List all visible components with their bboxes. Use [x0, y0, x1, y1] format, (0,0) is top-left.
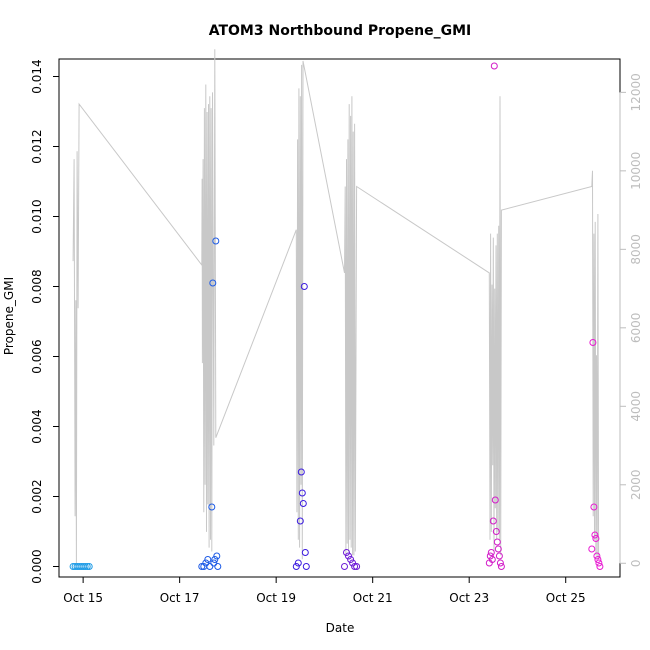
propene-point [198, 563, 206, 570]
propene-point [490, 62, 498, 70]
x-tick-label: Oct 21 [353, 591, 393, 605]
propene-point [592, 535, 600, 542]
y-tick-label: 0.008 [30, 269, 44, 303]
propene-point [292, 563, 300, 570]
propene-point [202, 559, 210, 567]
y2-tick-label: 2000 [629, 470, 643, 501]
propene-point [593, 552, 601, 560]
x-tick-label: Oct 19 [256, 591, 296, 605]
y-tick-label: 0.006 [30, 339, 44, 373]
propene-point [302, 563, 310, 570]
altitude-line-group [72, 49, 600, 564]
propene-point [351, 563, 359, 570]
plot-frame [58, 58, 621, 578]
propene-point [590, 503, 598, 511]
propene-point [491, 496, 499, 504]
propene-point [353, 563, 361, 570]
propene-point [210, 559, 218, 567]
propene-point [212, 237, 220, 245]
x-tick-label: Oct 17 [160, 591, 200, 605]
propene-point [213, 552, 221, 560]
propene-point [588, 545, 596, 553]
y-tick-label: 0.014 [30, 59, 44, 93]
x-tick-label: Oct 25 [546, 591, 586, 605]
y-tick-label: 0.012 [30, 129, 44, 163]
y-axis-label: Propene_GMI [2, 277, 16, 355]
propene-point [343, 549, 350, 556]
propene-point [214, 563, 222, 570]
y2-tick-label: 0 [629, 559, 643, 567]
propene-point [347, 556, 355, 563]
propene-point [497, 563, 505, 570]
propene-point [493, 538, 501, 546]
x-tick-label: Oct 15 [63, 591, 103, 605]
propene-point [204, 556, 212, 563]
propene-point [296, 517, 304, 525]
propene-points-group [69, 62, 604, 570]
propene-point [297, 468, 305, 476]
y2-tick-label: 6000 [629, 313, 643, 344]
propene-point [488, 556, 496, 563]
propene-point [299, 500, 307, 507]
propene-point [294, 559, 302, 567]
propene-point [495, 552, 503, 560]
x-axis: Oct 15 Oct 17 Oct 19 Oct 21 Oct 23 Oct 25 [63, 576, 586, 605]
propene-point [300, 283, 308, 290]
y-tick-label: 0.004 [30, 409, 44, 443]
propene-point [349, 559, 357, 567]
y-tick-label: 0.002 [30, 479, 44, 513]
propene-point [298, 489, 306, 497]
chart-title: ATOM3 Northbound Propene_GMI [209, 23, 472, 39]
propene-point [341, 563, 348, 570]
y2-tick-label: 12000 [629, 73, 643, 111]
propene-point [85, 563, 93, 570]
propene-point [596, 563, 604, 570]
propene-point [589, 339, 597, 346]
y-tick-label: 0.000 [30, 549, 44, 583]
propene-point [81, 563, 89, 570]
propene-point [496, 559, 504, 567]
propene-point [209, 279, 217, 287]
y2-tick-label: 4000 [629, 391, 643, 422]
altitude-line [72, 49, 600, 564]
propene-point [591, 531, 599, 539]
y2-tick-label: 8000 [629, 234, 643, 265]
y2-tick-label: 10000 [629, 152, 643, 190]
y-axis-left: 0.000 0.002 0.004 0.006 0.008 0.010 0.012 0.014 [30, 59, 60, 584]
y-tick-label: 0.010 [30, 199, 44, 233]
propene-point [595, 559, 603, 567]
propene-point [211, 556, 219, 563]
propene-point [594, 556, 602, 563]
x-axis-label: Date [326, 621, 355, 635]
propene-point [494, 545, 502, 553]
propene-point [492, 528, 500, 535]
propene-point [206, 563, 214, 570]
propene-point [83, 563, 91, 570]
propene-point [489, 517, 497, 525]
propene-point [486, 552, 494, 560]
propene-point [301, 549, 309, 556]
propene-point [208, 503, 216, 511]
x-tick-label: Oct 23 [449, 591, 489, 605]
propene-point [487, 549, 495, 556]
y-axis-right: 0 2000 4000 6000 8000 10000 12000 [619, 73, 643, 567]
propene-point [345, 552, 352, 560]
